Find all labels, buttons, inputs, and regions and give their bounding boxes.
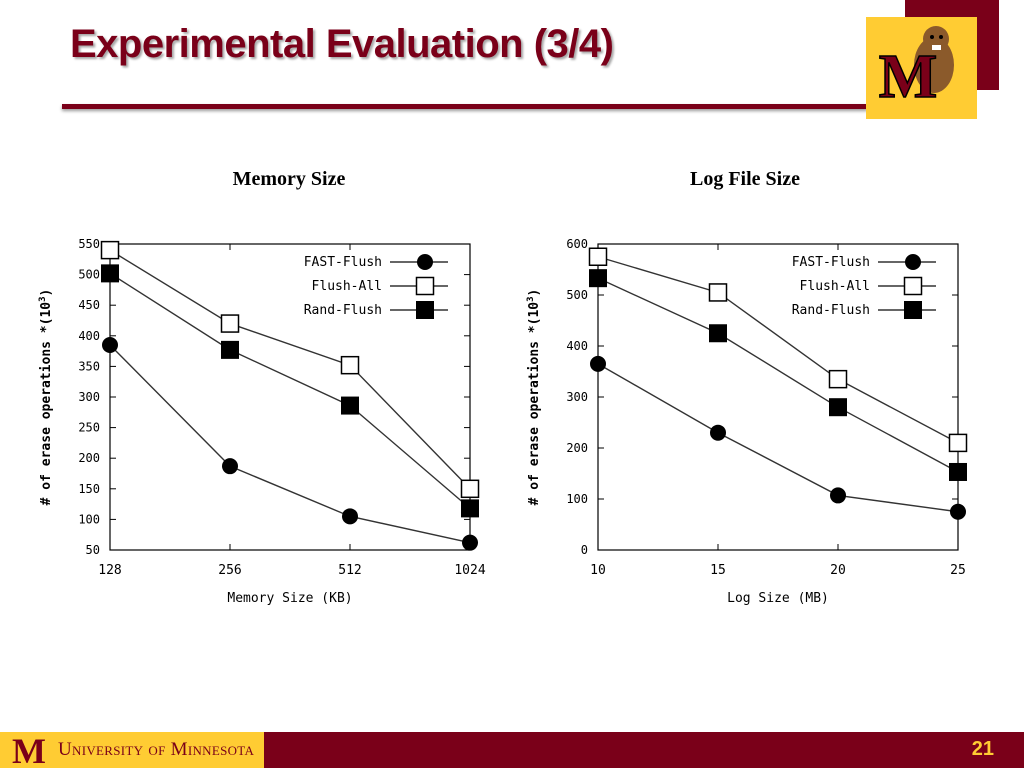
- data-point: [342, 508, 358, 525]
- series-rand-flush: [589, 269, 967, 481]
- data-point: [462, 534, 478, 551]
- data-point: [828, 369, 848, 389]
- y-tick-label: 300: [78, 390, 100, 404]
- x-tick-label: 10: [590, 563, 606, 578]
- legend-label: Rand-Flush: [792, 303, 870, 318]
- x-tick-label: 15: [710, 563, 726, 578]
- mascot-logo-icon: M: [878, 26, 954, 112]
- data-point: [948, 433, 968, 453]
- data-point: [222, 458, 238, 475]
- legend-label: Rand-Flush: [304, 303, 382, 318]
- data-point: [220, 314, 240, 333]
- data-point: [950, 503, 966, 520]
- data-point: [461, 499, 479, 518]
- data-point: [340, 355, 360, 375]
- y-tick-label: 400: [566, 339, 588, 353]
- data-point: [830, 487, 846, 504]
- legend-marker: [417, 254, 433, 270]
- series-flush-all: [100, 240, 480, 499]
- x-tick-label: 256: [218, 563, 241, 578]
- y-tick-label: 250: [78, 421, 100, 435]
- x-axis-label: Log Size (MB): [727, 591, 829, 606]
- data-point: [221, 340, 239, 359]
- data-point: [588, 247, 608, 266]
- legend-marker: [905, 254, 921, 270]
- svg-text:M: M: [12, 732, 46, 768]
- footer-bar: M University of Minnesota 21: [0, 732, 1024, 768]
- series-line: [597, 256, 959, 444]
- data-point: [341, 396, 359, 415]
- series-line: [109, 344, 471, 544]
- y-tick-label: 100: [78, 512, 100, 526]
- data-point: [709, 324, 727, 343]
- series-line: [109, 249, 471, 490]
- legend-label: Flush-All: [800, 279, 870, 294]
- legend-marker: [904, 301, 922, 319]
- data-point: [708, 283, 728, 302]
- y-tick-label: 300: [566, 390, 588, 404]
- y-tick-label: 600: [566, 237, 588, 251]
- svg-text:M: M: [879, 43, 938, 111]
- y-tick-label: 0: [581, 543, 588, 557]
- log-size-chart: 0 100 200 300 400 500 600 10 15 20 25 Log Size (MB)…: [526, 237, 968, 606]
- series-rand-flush: [101, 264, 479, 518]
- chart-caption-memory: Memory Size: [232, 168, 346, 190]
- chart-caption-log: Log File Size: [690, 168, 800, 190]
- y-tick-label: 500: [78, 268, 100, 282]
- data-point: [460, 479, 480, 499]
- x-tick-label: 128: [98, 563, 121, 578]
- x-tick-label: 20: [830, 563, 846, 578]
- y-tick-label: 450: [78, 298, 100, 312]
- y-axis-label: # of erase operations *(103): [38, 289, 54, 506]
- legend-label: Flush-All: [312, 279, 382, 294]
- legend-marker: [415, 276, 435, 296]
- page-number: 21: [971, 738, 994, 760]
- data-point: [710, 424, 726, 441]
- y-tick-label: 350: [78, 359, 100, 373]
- title-rule: [62, 104, 868, 109]
- slide-title: Experimental Evaluation (3/4): [70, 22, 614, 66]
- university-logo: M: [866, 17, 977, 119]
- x-tick-label: 25: [950, 563, 966, 578]
- data-point: [102, 336, 118, 353]
- x-axis-label: Memory Size (KB): [227, 591, 352, 606]
- y-tick-label: 50: [86, 543, 100, 557]
- memory-size-chart: 50 100 150 200 250 300 350 400 450 500 550 128 256 51…: [38, 237, 486, 606]
- y-axis-label: # of erase operations *(103): [526, 289, 542, 506]
- x-tick-label: 1024: [454, 563, 485, 578]
- y-tick-label: 200: [78, 451, 100, 465]
- series-line: [597, 363, 959, 513]
- data-point: [101, 264, 119, 283]
- series-line: [109, 272, 471, 509]
- legend-marker: [416, 301, 434, 319]
- university-name: University of Minnesota: [58, 739, 255, 760]
- y-tick-label: 150: [78, 482, 100, 496]
- block-m-icon: M: [12, 732, 46, 768]
- footer-logo: M University of Minnesota: [0, 732, 264, 768]
- data-point: [949, 462, 967, 481]
- series-fast-flush: [590, 355, 966, 520]
- legend-marker: [903, 276, 923, 296]
- series-line: [597, 277, 959, 473]
- series-flush-all: [588, 247, 968, 453]
- y-tick-label: 400: [78, 329, 100, 343]
- series-fast-flush: [102, 336, 478, 551]
- data-point: [590, 355, 606, 372]
- data-point: [100, 240, 120, 260]
- legend-label: FAST-Flush: [792, 255, 870, 270]
- y-tick-label: 550: [78, 237, 100, 251]
- data-point: [829, 398, 847, 417]
- legend-label: FAST-Flush: [304, 255, 382, 270]
- data-point: [589, 269, 607, 288]
- y-tick-label: 100: [566, 492, 588, 506]
- x-tick-label: 512: [338, 563, 361, 578]
- y-tick-label: 500: [566, 288, 588, 302]
- y-tick-label: 200: [566, 441, 588, 455]
